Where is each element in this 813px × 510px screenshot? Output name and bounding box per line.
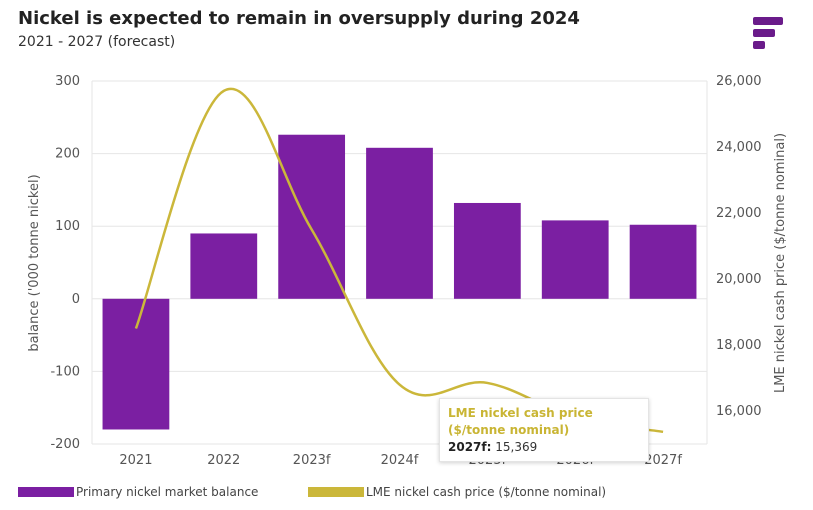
bar-2026f[interactable] — [541, 220, 609, 299]
bar-2022[interactable] — [190, 233, 258, 299]
y-tick-label: 300 — [55, 74, 80, 89]
y-tick-label: -200 — [50, 437, 80, 452]
legend-item-price[interactable]: LME nickel cash price ($/tonne nominal) — [308, 482, 606, 502]
logo-bar-middle — [753, 29, 775, 37]
x-tick-label: 2024f — [381, 453, 419, 468]
y-tick-label: 200 — [55, 147, 80, 162]
bar-2021[interactable] — [102, 298, 170, 430]
y-axis-ticks: -200 -100 0 100 200 300 — [50, 74, 80, 452]
bar-2027f[interactable] — [629, 224, 697, 299]
tooltip-value: 15,369 — [495, 440, 538, 454]
tooltip: LME nickel cash price ($/tonne nominal) … — [439, 398, 649, 462]
bar-2024f[interactable] — [366, 147, 433, 299]
chart-title: Nickel is expected to remain in oversupp… — [18, 8, 580, 29]
logo-bar-bottom — [753, 41, 765, 49]
tooltip-value-row: 2027f: 15,369 — [448, 439, 640, 456]
x-tick-label: 2023f — [293, 453, 331, 468]
legend-item-balance[interactable]: Primary nickel market balance — [18, 482, 258, 502]
y-tick-label: -100 — [50, 364, 80, 379]
y2-tick-label: 16,000 — [716, 404, 762, 419]
y2-tick-label: 24,000 — [716, 140, 762, 155]
y2-tick-label: 18,000 — [716, 338, 762, 353]
bar-series — [102, 134, 697, 430]
tooltip-category: 2027f: — [448, 440, 492, 454]
fastmarkets-logo-icon — [753, 17, 783, 49]
y-tick-label: 100 — [55, 219, 80, 234]
x-tick-label: 2022 — [207, 453, 240, 468]
x-tick-label: 2021 — [119, 453, 152, 468]
legend-swatch-bar — [18, 487, 74, 497]
logo-bar-top — [753, 17, 783, 25]
legend-swatch-line — [308, 487, 364, 497]
chart-subtitle: 2021 - 2027 (forecast) — [18, 34, 176, 50]
y2-tick-label: 20,000 — [716, 272, 762, 287]
y2-tick-label: 22,000 — [716, 206, 762, 221]
y-tick-label: 0 — [72, 292, 80, 307]
tooltip-title: LME nickel cash price ($/tonne nominal) — [448, 406, 593, 437]
y2-axis-label: LME nickel cash price ($/tonne nominal) — [773, 133, 788, 393]
legend-label-balance: Primary nickel market balance — [76, 485, 259, 499]
bar-2025f[interactable] — [453, 202, 521, 299]
y2-tick-label: 26,000 — [716, 74, 762, 89]
x-tick-label: 2027f — [644, 453, 682, 468]
legend-label-price: LME nickel cash price ($/tonne nominal) — [366, 485, 607, 499]
y2-axis-ticks: 16,000 18,000 20,000 22,000 24,000 26,000 — [716, 74, 762, 419]
y-axis-label: balance ('000 tonne nickel) — [27, 174, 42, 351]
